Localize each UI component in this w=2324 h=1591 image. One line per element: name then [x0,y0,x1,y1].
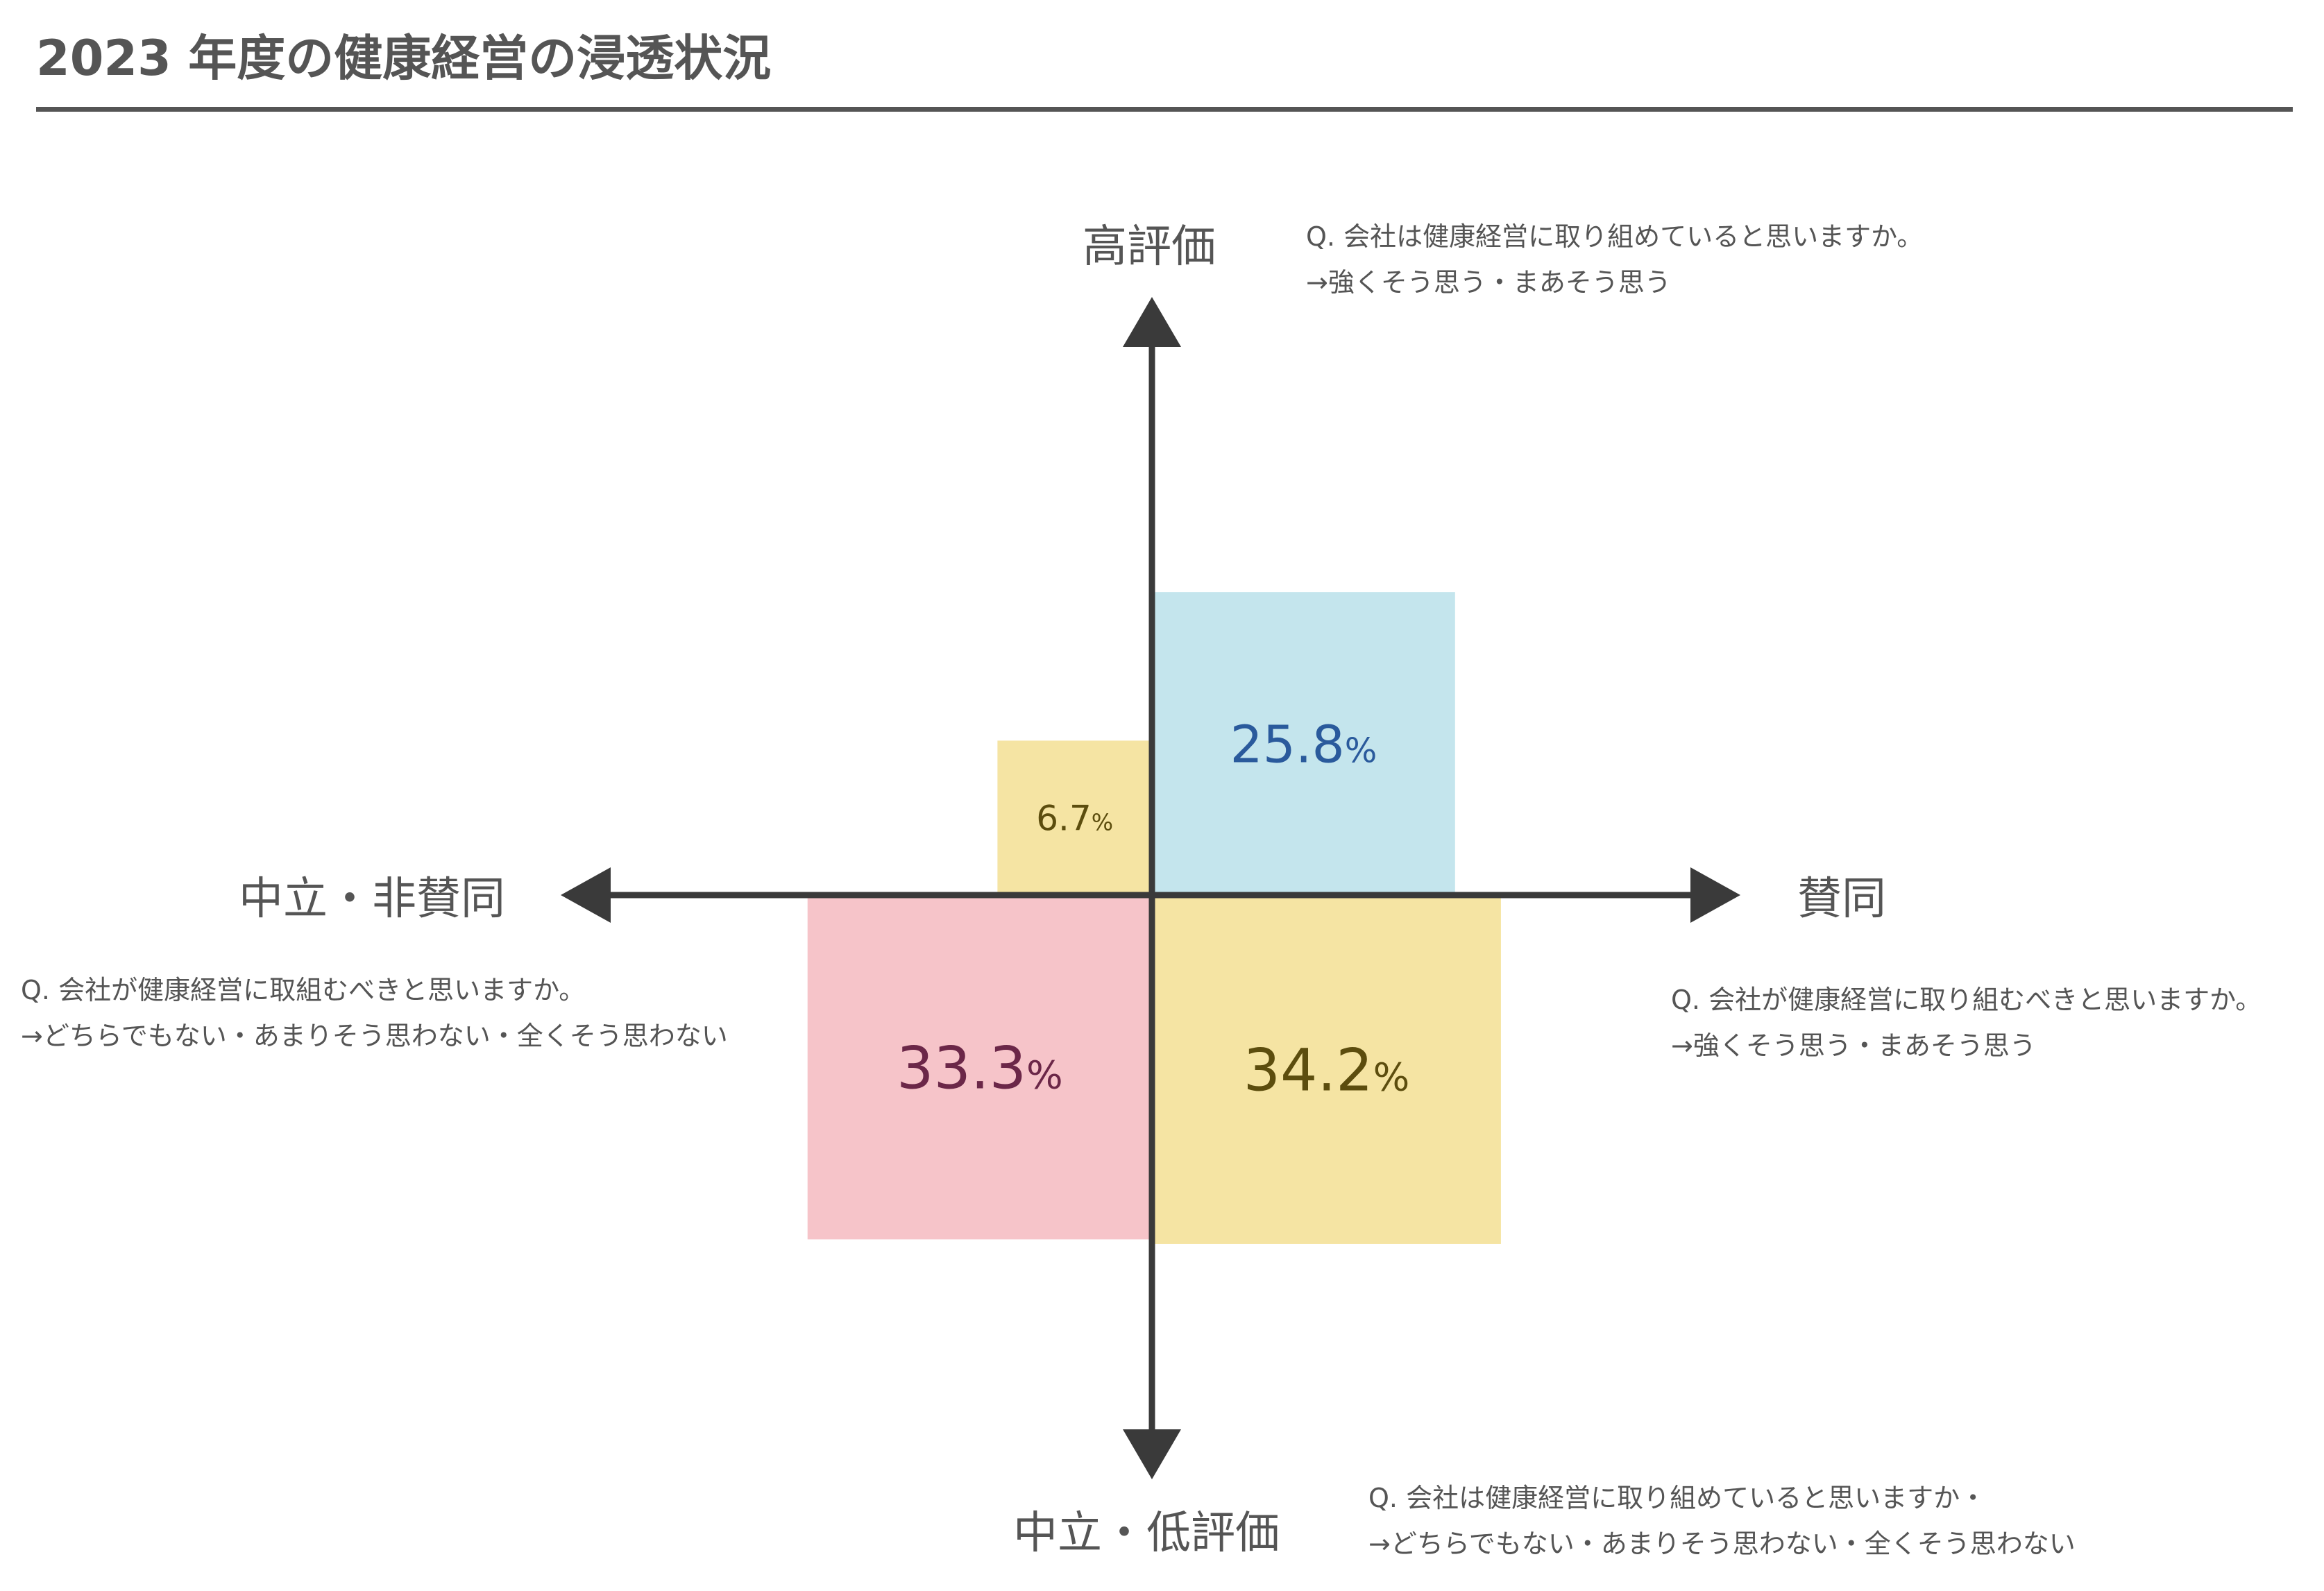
note-top-right: Q. 会社は健康経営に取り組めていると思いますか。 →強くそう思う・まあそう思う [1306,214,1923,305]
note-answer: →どちらでもない・あまりそう思わない・全くそう思わない [21,1021,728,1051]
axis-label-left: 中立・非賛同 [239,874,505,925]
note-question: Q. 会社が健康経営に取り組むべきと思いますか。 [1671,985,2262,1015]
note-question: Q. 会社は健康経営に取り組めていると思いますか・ [1368,1483,1987,1513]
value-number: 34.2 [1244,1037,1373,1105]
note-answer: →どちらでもない・あまりそう思わない・全くそう思わない [1368,1529,2076,1559]
axis-label-right: 賛同 [1797,874,1886,925]
note-answer: →強くそう思う・まあそう思う [1306,267,1671,298]
quadrant-box-bottom-left [807,895,1152,1240]
note-question: Q. 会社が健康経営に取組むべきと思いますか。 [21,975,586,1005]
arrow-right-icon [1690,867,1740,923]
note-question: Q. 会社は健康経営に取り組めていると思いますか。 [1306,221,1924,252]
quadrant-boxes [807,592,1501,1244]
note-right: Q. 会社が健康経営に取り組むべきと思いますか。 →強くそう思う・まあそう思う [1671,977,2262,1069]
arrow-up-icon [1123,297,1181,347]
value-unit: % [1026,1053,1063,1098]
quadrant-box-top-right [1152,592,1455,895]
quadrant-labels: 25.8%6.7%33.3% 34.2% [897,714,1409,1104]
value-number: 25.8 [1230,714,1344,774]
value-unit: % [1092,809,1113,836]
quadrant-value-label-top-right: 25.8% [1230,714,1377,774]
axis-label-bottom: 中立・低評価 [1013,1508,1280,1559]
quadrant-box-bottom-right [1152,895,1501,1244]
value-unit: % [1373,1056,1410,1100]
value-number: 6.7 [1036,799,1092,839]
quadrant-value-label-top-left: 6.7% [1036,799,1113,839]
value-unit: % [1345,731,1377,770]
page-title: 2023 年度の健康経営の浸透状況 [36,30,772,87]
quadrant-value-label-bottom-left: 33.3% [897,1034,1063,1102]
note-left: Q. 会社が健康経営に取組むべきと思いますか。 →どちらでもない・あまりそう思わ… [21,967,728,1059]
note-answer: →強くそう思う・まあそう思う [1671,1030,2036,1061]
quadrant-value-label-bottom-right: 34.2% [1244,1037,1410,1105]
axes [561,297,1740,1479]
title-divider [36,107,2293,112]
value-number: 33.3 [897,1034,1026,1102]
arrow-down-icon [1123,1429,1181,1479]
arrow-left-icon [561,867,611,923]
note-bottom-right: Q. 会社は健康経営に取り組めていると思いますか・ →どちらでもない・あまりそう… [1368,1475,2076,1567]
axis-label-top: 高評価 [1083,221,1216,273]
quadrant-box-top-left [997,740,1152,895]
